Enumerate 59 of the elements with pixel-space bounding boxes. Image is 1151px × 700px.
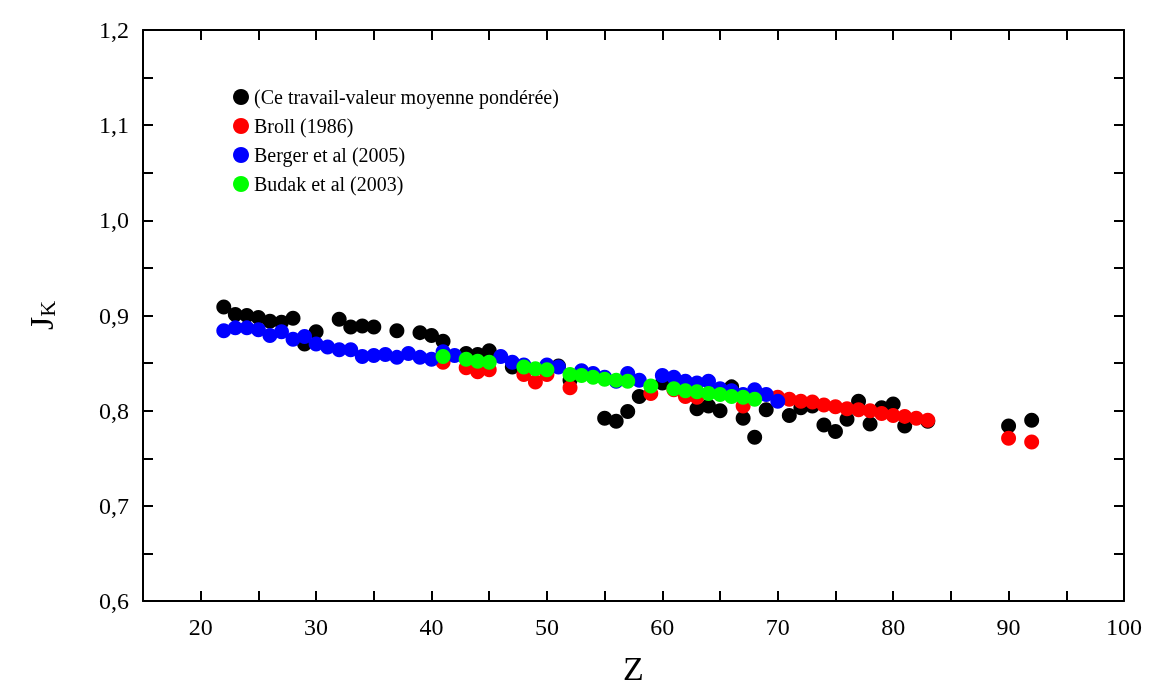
point — [747, 429, 763, 445]
point — [424, 327, 440, 343]
x-tick-label: 80 — [881, 614, 906, 640]
point — [250, 322, 266, 338]
point — [539, 362, 555, 378]
point — [758, 402, 774, 418]
point — [424, 351, 440, 367]
x-tick-label: 60 — [650, 614, 675, 640]
point — [435, 348, 451, 364]
x-tick-label: 30 — [304, 614, 329, 640]
y-tick-label: 1,2 — [99, 17, 129, 43]
legend-label: (Ce travail-valeur moyenne pondérée) — [254, 86, 559, 109]
point — [366, 319, 382, 335]
point — [770, 393, 786, 409]
point — [620, 373, 636, 389]
x-tick-label: 70 — [765, 614, 790, 640]
y-tick-label: 0,6 — [99, 588, 129, 614]
x-tick-label: 20 — [188, 614, 213, 640]
point — [389, 349, 405, 365]
point — [285, 310, 301, 326]
point — [400, 346, 416, 362]
x-tick-label: 90 — [996, 614, 1021, 640]
point — [620, 404, 636, 420]
point — [643, 378, 659, 394]
point — [343, 342, 359, 358]
point — [747, 391, 763, 407]
point — [827, 424, 843, 440]
point — [816, 417, 832, 433]
legend-label: Budak et al (2003) — [254, 173, 404, 196]
point — [1024, 412, 1040, 428]
x-tick-label: 100 — [1106, 614, 1142, 640]
legend-label: Broll (1986) — [254, 115, 354, 138]
y-axis-title: JK — [22, 300, 60, 331]
legend-label: Berger et al (2005) — [254, 144, 406, 167]
point — [216, 299, 232, 315]
point — [1001, 418, 1017, 434]
point — [527, 374, 543, 390]
point — [1024, 434, 1040, 450]
point — [262, 327, 278, 343]
point — [297, 328, 313, 344]
point — [274, 324, 289, 340]
point — [331, 311, 347, 327]
y-tick-label: 1,1 — [99, 112, 129, 139]
point — [608, 413, 624, 429]
point — [389, 323, 405, 339]
point — [1001, 430, 1017, 446]
point — [481, 354, 497, 370]
point — [781, 407, 797, 423]
point — [562, 380, 578, 396]
x-tick-label: 40 — [419, 614, 444, 640]
y-tick-label: 0,8 — [99, 397, 129, 424]
point — [735, 410, 751, 426]
y-tick-label: 1,0 — [99, 207, 129, 234]
point — [862, 416, 878, 432]
y-tick-label: 0,7 — [99, 492, 129, 519]
x-axis-title: Z — [623, 649, 644, 687]
point — [712, 403, 728, 419]
x-tick-label: 50 — [534, 614, 559, 640]
y-tick-label: 0,9 — [99, 302, 129, 329]
